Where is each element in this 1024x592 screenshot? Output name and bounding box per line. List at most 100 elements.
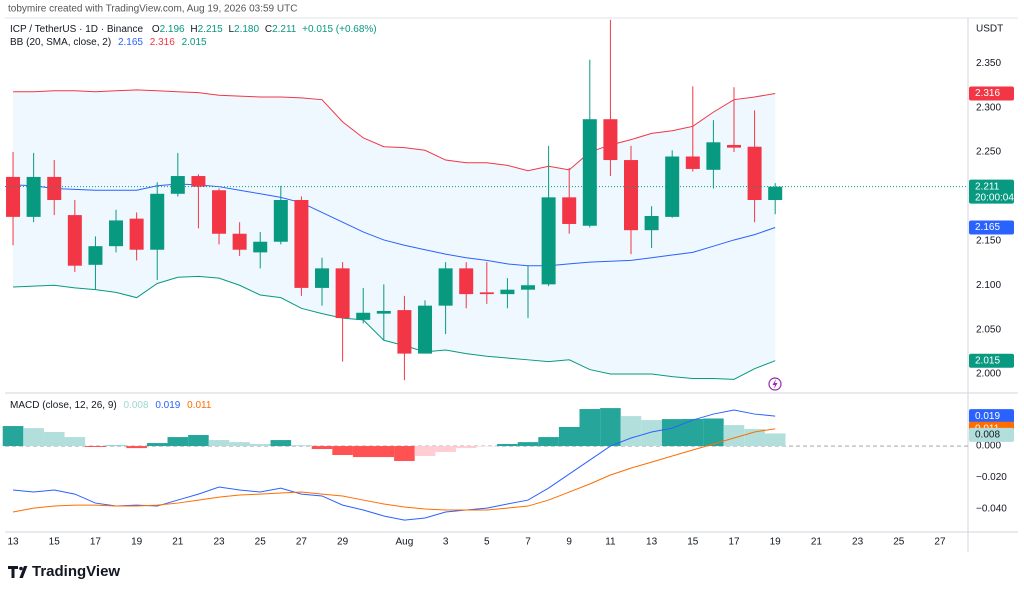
- brand: TradingView: [32, 563, 120, 580]
- histogram-bar: [414, 446, 436, 456]
- x-tick-label: 27: [296, 537, 308, 548]
- histogram-bar: [229, 442, 250, 447]
- bb-legend: BB (20, SMA, close, 2) 2.165 2.316 2.015: [10, 37, 207, 48]
- histogram-bar: [126, 446, 147, 449]
- histogram-bar: [208, 440, 230, 447]
- candle-body: [665, 156, 680, 217]
- brand-logo: [8, 566, 28, 578]
- histogram-bar: [43, 432, 65, 447]
- candle-body: [706, 142, 721, 170]
- histogram-bar: [538, 437, 559, 447]
- last-price-badge: [969, 179, 1014, 204]
- last-price-badge-label: 2.211: [975, 181, 1000, 192]
- x-tick-label: 23: [852, 537, 864, 548]
- x-tick-label: 21: [172, 537, 184, 548]
- candle-body: [582, 119, 597, 226]
- candle-body: [315, 268, 330, 288]
- candle-body: [562, 197, 577, 224]
- candle-body: [253, 241, 268, 253]
- bb-middle-badge: [969, 220, 1014, 235]
- histogram-bar: [167, 437, 189, 447]
- candle-body: [150, 193, 165, 250]
- histogram-bar: [311, 446, 333, 450]
- bb-upper-badge: [969, 86, 1014, 101]
- macd-line: [12, 409, 776, 521]
- y-tick-label: 2.150: [976, 235, 1001, 246]
- candle-body: [109, 220, 124, 247]
- candle-body: [88, 246, 103, 265]
- x-tick-label: 7: [525, 537, 531, 548]
- candle-body: [170, 176, 185, 194]
- y-tick-label: 2.300: [976, 102, 1001, 113]
- candle-body: [129, 218, 144, 250]
- x-tick-label: 25: [255, 537, 267, 548]
- bb-upper-badge-label: 2.316: [975, 88, 1000, 99]
- candle-body: [294, 200, 309, 288]
- attribution: tobymire created with TradingView.com, A…: [8, 4, 297, 15]
- histogram-bar: [394, 446, 415, 462]
- histogram-bar: [682, 418, 704, 447]
- change: +0.015 (+0.68%): [302, 24, 377, 35]
- histogram-bar: [64, 437, 86, 447]
- x-tick-label: 23: [213, 537, 225, 548]
- candle-body: [335, 268, 350, 319]
- candle-body: [521, 285, 536, 290]
- candle-body: [541, 197, 556, 285]
- symbol-legend: ICP / TetherUS · 1D · Binance O2.196 H2.…: [10, 24, 377, 35]
- candle-body: [191, 176, 206, 187]
- histogram-badge: [969, 427, 1014, 442]
- y2-tick-label: −0.020: [976, 472, 1007, 483]
- x-tick-label: 29: [337, 537, 349, 548]
- ohlc-key: L: [228, 24, 234, 35]
- y-tick-label: 2.000: [976, 369, 1001, 380]
- bb-upper: [13, 89, 776, 172]
- histogram-bar: [23, 428, 44, 447]
- candle-body: [356, 312, 371, 320]
- histogram-bar: [188, 435, 209, 447]
- candle-body: [67, 215, 82, 266]
- histogram-bar: [455, 446, 477, 449]
- bb-lower-badge: [969, 353, 1014, 368]
- candle-body: [26, 176, 41, 217]
- candle-body: [624, 160, 639, 231]
- candle-body: [438, 268, 453, 306]
- candle-body: [232, 233, 247, 250]
- candle-body: [47, 176, 62, 201]
- histogram-bar: [2, 426, 24, 447]
- x-tick-label: 5: [484, 537, 490, 548]
- ohlc-key: O: [152, 24, 160, 35]
- histogram-bar: [85, 446, 106, 447]
- signal-line: [12, 428, 776, 513]
- candle-body: [747, 146, 762, 201]
- histogram-bar: [270, 440, 292, 447]
- x-tick-label: 21: [811, 537, 823, 548]
- y2-tick-label: −0.040: [976, 504, 1007, 515]
- countdown: 20:00:04: [975, 192, 1014, 203]
- candle-body: [603, 119, 618, 161]
- candle-body: [212, 190, 227, 234]
- bb-upper-value: 2.316: [150, 37, 175, 48]
- histogram-bar: [291, 445, 312, 447]
- candle-body: [479, 292, 494, 295]
- x-tick-label: 17: [728, 537, 740, 548]
- x-tick-label: Aug: [396, 537, 414, 548]
- candle-body: [726, 144, 741, 148]
- bb-middle: [13, 183, 776, 267]
- bb-middle-value: 2.165: [118, 37, 143, 48]
- histogram-bar: [641, 420, 662, 447]
- histogram-bar: [352, 446, 374, 458]
- alert-icon: [768, 377, 782, 391]
- histogram-bar: [558, 426, 580, 447]
- candle-body: [6, 176, 21, 217]
- candle-body: [397, 310, 412, 354]
- x-tick-label: 27: [934, 537, 946, 548]
- x-tick-label: 13: [646, 537, 658, 548]
- bb-lower-badge-label: 2.015: [975, 355, 1000, 366]
- y-tick-label: 2.050: [976, 324, 1001, 335]
- macd-badge: [969, 409, 1014, 424]
- y-tick-label: 2.250: [976, 147, 1001, 158]
- candle-body: [500, 289, 515, 295]
- histogram-bar: [146, 443, 168, 447]
- macd-legend: MACD (close, 12, 26, 9) 0.008 0.019 0.01…: [10, 400, 212, 411]
